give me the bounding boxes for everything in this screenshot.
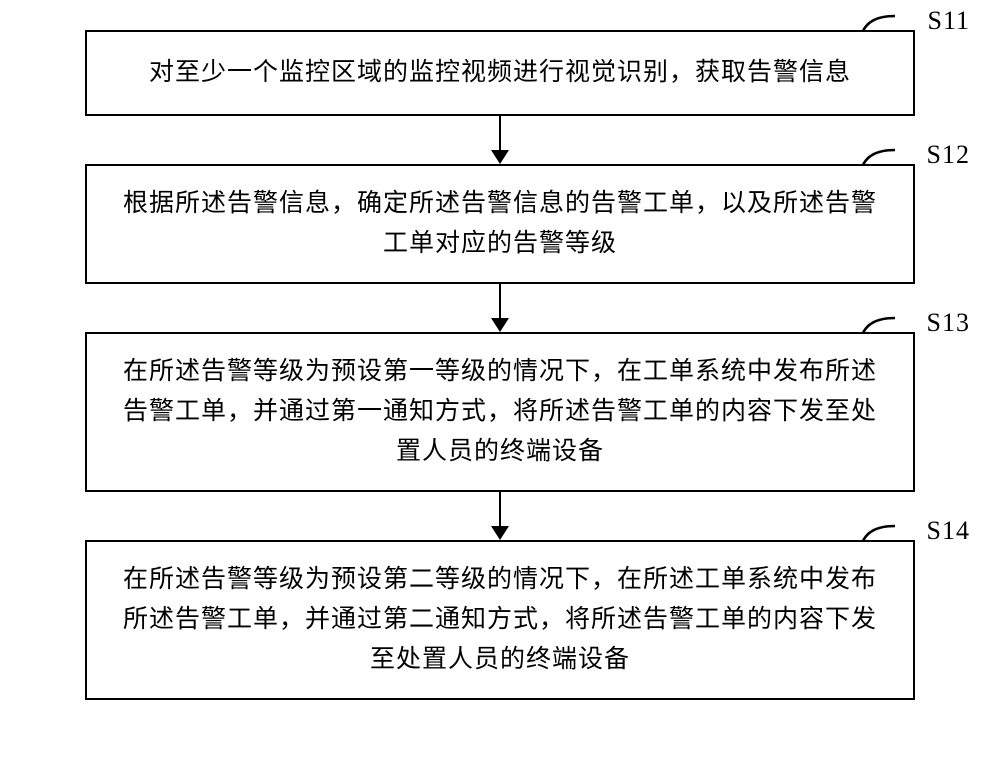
step-tag-s13: S13 (927, 308, 970, 338)
flow-step-s13: 在所述告警等级为预设第一等级的情况下，在工单系统中发布所述告警工单，并通过第一通… (85, 332, 915, 492)
flow-arrow (499, 284, 501, 332)
step-tag-s14: S14 (927, 516, 970, 546)
step-text: 在所述告警等级为预设第二等级的情况下，在所述工单系统中发布所述告警工单，并通过第… (111, 560, 889, 680)
flow-arrow (499, 492, 501, 540)
step-text: 在所述告警等级为预设第一等级的情况下，在工单系统中发布所述告警工单，并通过第一通… (111, 352, 889, 472)
flow-step-s11: 对至少一个监控区域的监控视频进行视觉识别，获取告警信息 (85, 30, 915, 116)
step-tag-s11: S11 (928, 6, 971, 36)
step-text: 根据所述告警信息，确定所述告警信息的告警工单，以及所述告警工单对应的告警等级 (111, 184, 889, 264)
flow-step-s14: 在所述告警等级为预设第二等级的情况下，在所述工单系统中发布所述告警工单，并通过第… (85, 540, 915, 700)
step-text: 对至少一个监控区域的监控视频进行视觉识别，获取告警信息 (149, 53, 851, 93)
flow-arrow (499, 116, 501, 164)
flowchart-container: S11 对至少一个监控区域的监控视频进行视觉识别，获取告警信息 S12 根据所述… (60, 30, 940, 700)
flow-step-s12: 根据所述告警信息，确定所述告警信息的告警工单，以及所述告警工单对应的告警等级 (85, 164, 915, 284)
step-tag-s12: S12 (927, 140, 970, 170)
